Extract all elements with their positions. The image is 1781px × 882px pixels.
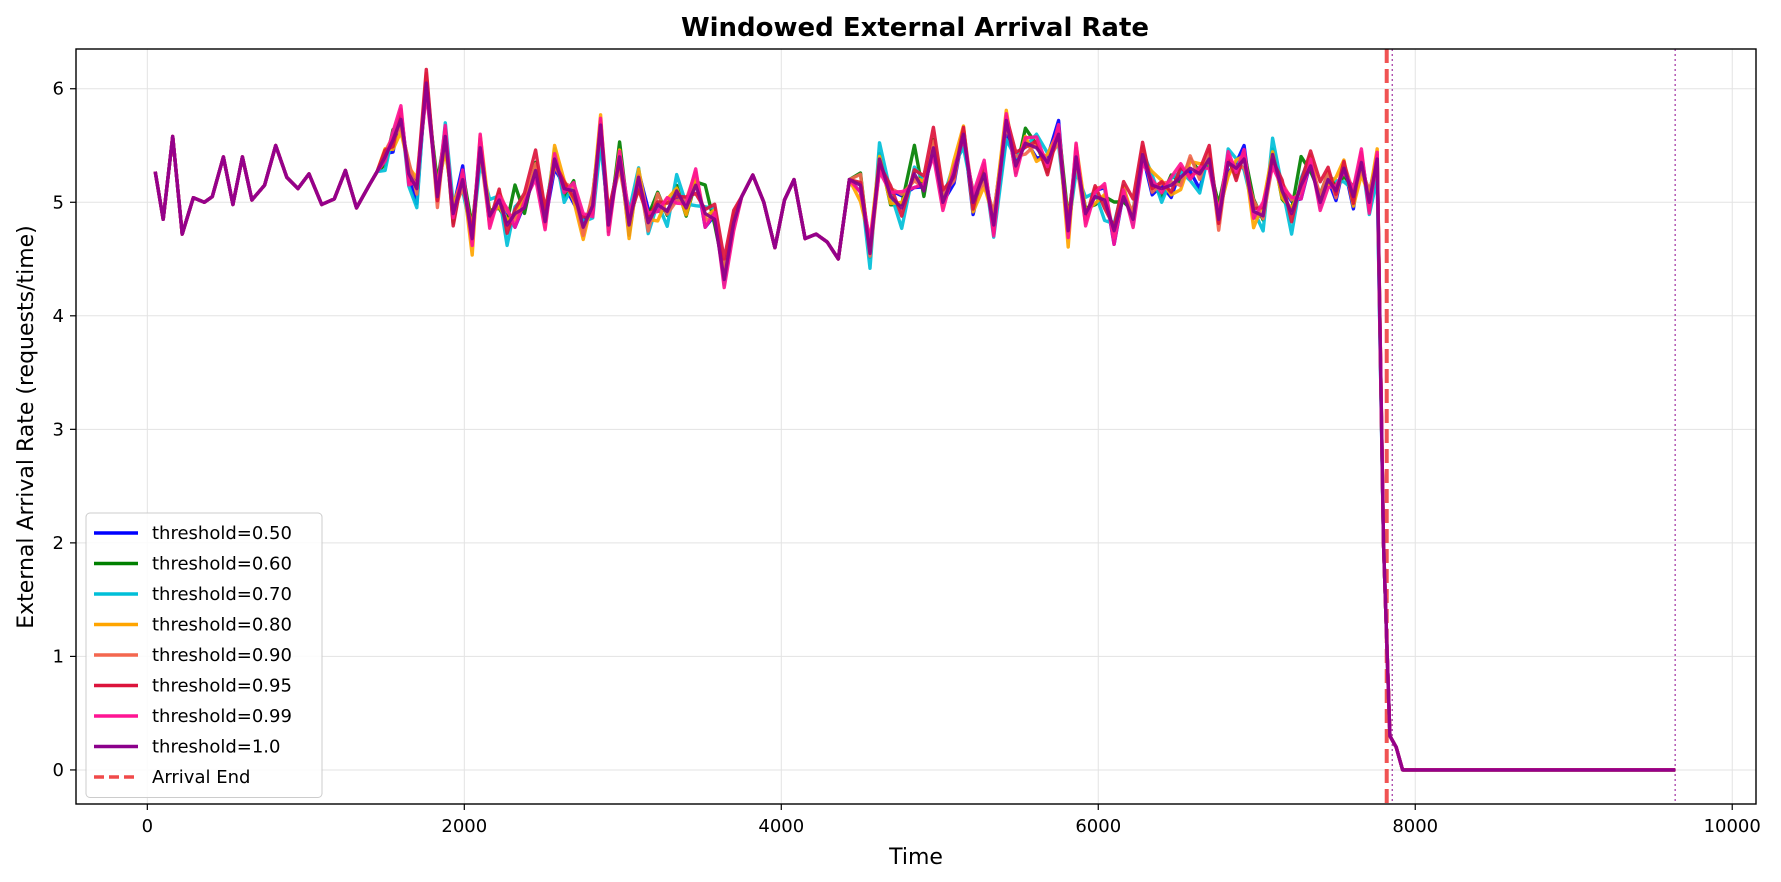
x-axis: 0 2000 4000 6000 8000 10000 [142, 804, 1761, 837]
x-tick-label: 0 [142, 816, 153, 837]
legend-label: Arrival End [152, 767, 250, 788]
plot-frame [75, 48, 1757, 805]
legend-label: threshold=0.99 [152, 706, 292, 727]
x-tick-label: 10000 [1704, 816, 1761, 837]
x-tick-label: 6000 [1075, 816, 1121, 837]
series-line [153, 88, 1676, 772]
y-tick-label: 1 [53, 646, 64, 667]
legend-label: threshold=0.80 [152, 615, 292, 636]
y-tick-label: 6 [53, 79, 64, 100]
legend-label: threshold=0.50 [152, 523, 292, 544]
legend-box [85, 512, 323, 798]
y-axis: 0 1 2 3 4 5 6 [53, 79, 76, 781]
legend: threshold=0.50 threshold=0.60 threshold=0.… [85, 512, 323, 798]
vertical-markers [1384, 49, 1676, 804]
x-tick-label: 4000 [758, 816, 804, 837]
y-tick-label: 3 [53, 419, 64, 440]
y-tick-label: 4 [53, 306, 64, 327]
y-tick-label: 5 [53, 192, 64, 213]
x-tick-label: 8000 [1392, 816, 1438, 837]
legend-label: threshold=0.95 [152, 676, 292, 697]
series-line [153, 90, 1676, 772]
x-axis-label: Time [888, 845, 943, 870]
legend-label: threshold=0.60 [152, 554, 292, 575]
legend-label: threshold=0.90 [152, 645, 292, 666]
chart-title: Windowed External Arrival Rate [681, 13, 1149, 43]
x-tick-label: 2000 [441, 816, 487, 837]
y-tick-label: 0 [53, 760, 64, 781]
legend-label: threshold=1.0 [152, 737, 280, 758]
series-line [153, 81, 1676, 772]
y-tick-label: 2 [53, 533, 64, 554]
series-group [153, 67, 1676, 772]
series-line [153, 85, 1676, 772]
legend-label: threshold=0.70 [152, 584, 292, 605]
y-axis-label: External Arrival Rate (requests/time) [14, 225, 39, 629]
